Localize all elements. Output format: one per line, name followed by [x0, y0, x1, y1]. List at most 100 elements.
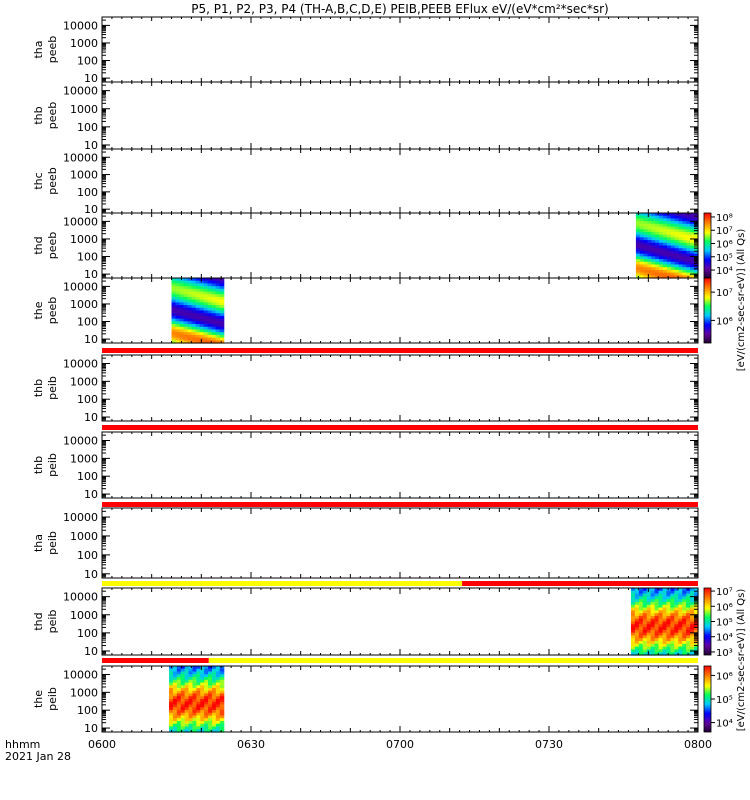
spectrogram-cell — [678, 618, 683, 623]
x-axis-label-hhmm: hhmm — [5, 738, 40, 751]
spectrogram-cell — [219, 682, 225, 686]
spectrogram-cell — [662, 599, 668, 603]
spectrogram-cell — [682, 596, 687, 600]
spectrogram-cell — [654, 624, 660, 628]
spectrogram-cell — [647, 261, 653, 266]
spectrogram-cell — [655, 275, 660, 279]
spectrogram-cell — [666, 615, 671, 620]
spectrogram-cell — [650, 588, 656, 592]
spectrogram-cell — [639, 272, 645, 276]
spectrogram-cell — [643, 264, 649, 268]
spectrogram-cell — [690, 607, 695, 611]
spectrogram-cell — [184, 666, 190, 670]
spectrogram-cell — [630, 641, 636, 645]
spectrogram-cell — [184, 674, 190, 678]
colorbar-gradient — [703, 212, 712, 279]
spectrogram-cell — [658, 593, 664, 597]
spectrogram-cell — [192, 682, 197, 686]
spectrogram-cell — [686, 607, 691, 611]
spectrogram-cell — [682, 627, 687, 631]
spectrogram-cell — [678, 643, 683, 648]
spectrogram-cell — [175, 313, 181, 317]
spectrogram-cell — [643, 250, 649, 255]
spectrogram-cell — [630, 593, 636, 597]
spectrogram-cell — [207, 332, 213, 336]
spectrogram-cell — [678, 226, 684, 230]
spectrogram-cell — [639, 213, 645, 217]
spectrogram-cell — [175, 324, 181, 328]
spectrogram-cell — [650, 613, 656, 617]
spectrogram-cell — [192, 707, 197, 711]
spectrogram-cell — [666, 218, 672, 222]
spectrogram-cell — [635, 231, 641, 236]
spectrogram-cell — [658, 629, 664, 634]
spectrogram-cell — [187, 324, 193, 328]
spectrogram-cell — [651, 218, 656, 222]
spectrogram-cell — [183, 340, 189, 344]
spectrogram-cell — [686, 231, 691, 236]
spectrogram-cell — [655, 256, 660, 260]
spectrogram-cell — [670, 613, 675, 617]
spectrogram-cell — [172, 696, 178, 700]
spectrogram-cell — [650, 643, 656, 648]
spectrogram-cell — [180, 729, 186, 733]
spectrogram-cell — [639, 221, 645, 225]
spectrogram-cell — [215, 671, 221, 675]
spectrogram-cell — [686, 646, 691, 651]
spectrogram-cell — [175, 302, 181, 306]
spectrogram-cell — [215, 715, 221, 719]
spectrogram-cell — [215, 710, 221, 714]
spectrogram-cell — [682, 604, 687, 609]
spectrogram-cell — [196, 712, 201, 717]
spectrogram-cell — [634, 607, 640, 611]
spectrogram-cell — [639, 267, 645, 271]
colorbar-tick-label: 10⁷ — [716, 226, 733, 237]
spectrogram-cell — [188, 666, 194, 670]
spectrogram-cell — [666, 618, 671, 623]
spectrogram-cell — [658, 624, 664, 628]
spectrogram-cell — [215, 305, 221, 309]
panel-label-line1: thb — [32, 379, 45, 397]
colorbar-gradient — [703, 277, 712, 344]
spectrogram-cell — [678, 652, 683, 656]
spectrogram-cell — [219, 701, 225, 706]
spectrogram-cell — [650, 629, 656, 634]
spectrogram-cell — [639, 261, 645, 266]
spectrogram-cell — [200, 701, 205, 706]
spectrogram-cell — [219, 278, 225, 282]
spectrogram-cell — [634, 590, 640, 595]
spectrogram-cell — [651, 272, 656, 276]
spectrogram-cell — [215, 286, 221, 290]
spectrogram-cell — [191, 340, 197, 344]
spectrogram-cell — [655, 213, 660, 217]
spectrogram-cell — [690, 643, 695, 648]
spectrogram-cell — [203, 315, 209, 320]
spectrogram-cell — [643, 245, 649, 249]
spectrogram-cell — [187, 296, 193, 301]
spectrogram-cell — [694, 610, 699, 614]
spectrogram-cell — [646, 643, 652, 648]
spectrogram-cell — [647, 264, 653, 268]
colorbar-tick-label: 10⁴ — [716, 633, 733, 644]
mode-bar-4 — [102, 581, 698, 586]
spectrogram-cell — [171, 302, 177, 306]
spectrogram-cell — [191, 283, 197, 287]
panel-frame — [101, 354, 699, 422]
spectrogram-cell — [650, 621, 656, 625]
spectrogram-cell — [663, 213, 668, 217]
spectrogram-cell — [670, 213, 676, 217]
spectrogram-cell — [682, 638, 687, 642]
spectrogram-cell — [658, 641, 664, 645]
spectrogram-cell — [188, 685, 194, 689]
spectrogram-cell — [195, 283, 201, 287]
spectrogram-cell — [211, 721, 217, 725]
y-tick-label: 10000 — [63, 85, 98, 98]
spectrogram-cell — [647, 229, 653, 233]
spectrogram-cell — [643, 234, 649, 238]
spectrogram-cell — [204, 704, 209, 708]
spectrogram-cell — [690, 621, 695, 625]
spectrogram-cell — [678, 245, 684, 249]
spectrogram-cell — [682, 593, 687, 597]
spectrogram-cell — [175, 291, 181, 295]
spectrogram-cell — [183, 288, 189, 293]
